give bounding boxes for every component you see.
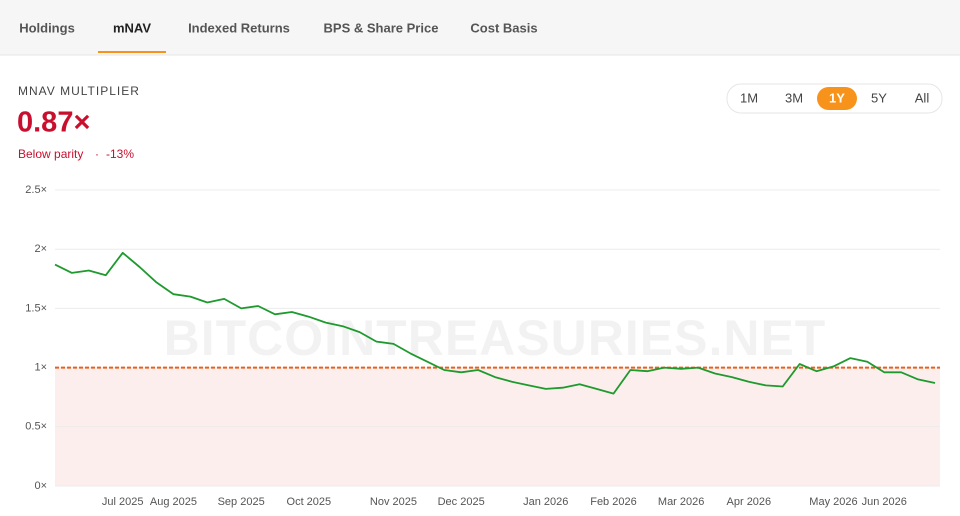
y-tick-label: 1.5× [25, 302, 47, 314]
y-tick-label: 2× [34, 243, 47, 255]
x-tick-label: Dec 2025 [438, 496, 485, 508]
metric-label: MNAV MULTIPLIER [18, 84, 140, 98]
tab-bar [0, 0, 960, 55]
x-tick-label: Jun 2026 [862, 496, 907, 508]
x-tick-label: Aug 2025 [150, 496, 197, 508]
x-tick-label: Apr 2026 [727, 496, 772, 508]
tab[interactable]: Indexed Returns [188, 20, 290, 35]
tab[interactable]: mNAV [113, 20, 151, 35]
x-tick-label: Oct 2025 [287, 496, 332, 508]
range-button[interactable]: 5Y [871, 90, 887, 105]
range-button[interactable]: 1M [740, 90, 758, 105]
x-tick-label: Sep 2025 [218, 496, 265, 508]
y-tick-label: 0.5× [25, 421, 47, 433]
range-button[interactable]: All [915, 90, 930, 105]
y-tick-label: 2.5× [25, 184, 47, 196]
x-tick-label: Mar 2026 [658, 496, 704, 508]
tab[interactable]: BPS & Share Price [324, 20, 439, 35]
range-button[interactable]: 3M [785, 90, 803, 105]
metric-change: -13% [106, 147, 134, 161]
metric-status: Below parity [18, 147, 83, 161]
range-active [817, 87, 857, 110]
y-tick-label: 1× [34, 362, 47, 374]
y-tick-label: 0× [34, 480, 47, 492]
x-tick-label: Jan 2026 [523, 496, 568, 508]
watermark: BITCOINTREASURIES.NET [164, 310, 827, 366]
x-tick-label: May 2026 [809, 496, 857, 508]
metric-separator: · [95, 147, 99, 161]
tab-underline [97, 51, 167, 53]
mnav-line [54, 251, 936, 395]
x-tick-label: Feb 2026 [590, 496, 636, 508]
metric-value: 0.87× [17, 107, 90, 139]
range-button[interactable]: 1Y [829, 90, 845, 105]
x-tick-label: Jul 2025 [102, 496, 144, 508]
tab[interactable]: Holdings [19, 20, 75, 35]
x-tick-label: Nov 2025 [370, 496, 417, 508]
tab[interactable]: Cost Basis [470, 20, 537, 35]
